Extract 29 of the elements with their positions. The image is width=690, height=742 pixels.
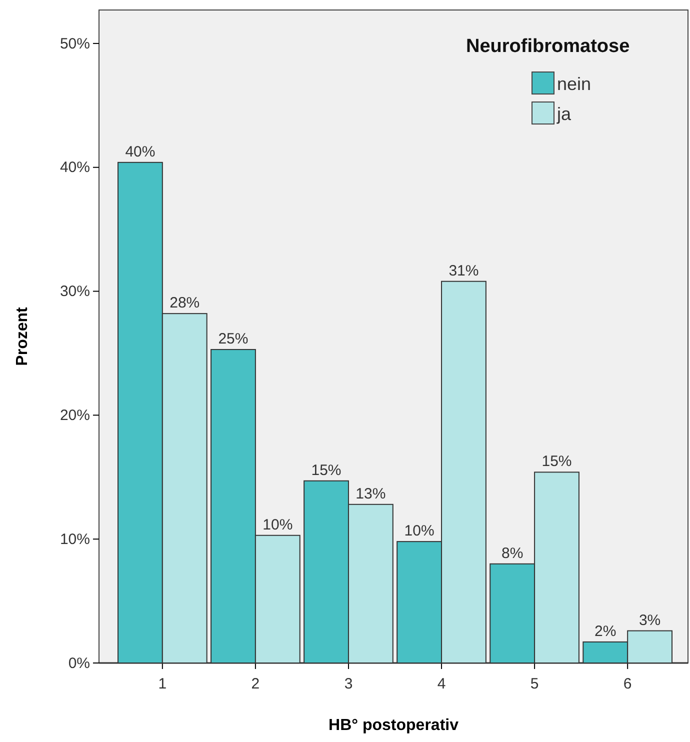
data-label: 25%	[218, 330, 248, 348]
y-tick-label: 30%	[60, 283, 90, 300]
data-label: 40%	[125, 143, 156, 160]
legend-title: Neurofibromatose	[466, 36, 630, 57]
y-axis-title: Prozent	[14, 306, 31, 366]
data-label: 3%	[638, 612, 661, 629]
data-label: 15%	[311, 462, 342, 479]
legend-label: ja	[556, 104, 572, 124]
data-label: 2%	[594, 622, 616, 640]
x-tick-label: 2	[251, 676, 260, 692]
data-label: 10%	[404, 522, 434, 540]
y-tick-label: 0%	[68, 654, 90, 672]
data-label: 13%	[356, 485, 386, 502]
x-tick-label: 1	[158, 676, 167, 692]
data-label: 8%	[501, 544, 524, 562]
data-label: 10%	[262, 516, 293, 534]
x-tick-label: 4	[437, 676, 446, 692]
y-tick-label: 50%	[60, 35, 90, 52]
data-label: 15%	[542, 453, 572, 470]
x-tick-label: 6	[623, 676, 632, 692]
x-tick-label: 3	[344, 676, 353, 692]
y-tick-label: 10%	[60, 530, 90, 548]
y-tick-label: 40%	[60, 159, 90, 176]
x-tick-label: 5	[530, 676, 539, 692]
x-axis-title: HB° postoperativ	[328, 717, 459, 734]
legend-label: nein	[557, 74, 592, 94]
data-label: 28%	[170, 294, 200, 312]
data-label: 31%	[448, 262, 479, 280]
y-tick-label: 20%	[60, 406, 90, 424]
